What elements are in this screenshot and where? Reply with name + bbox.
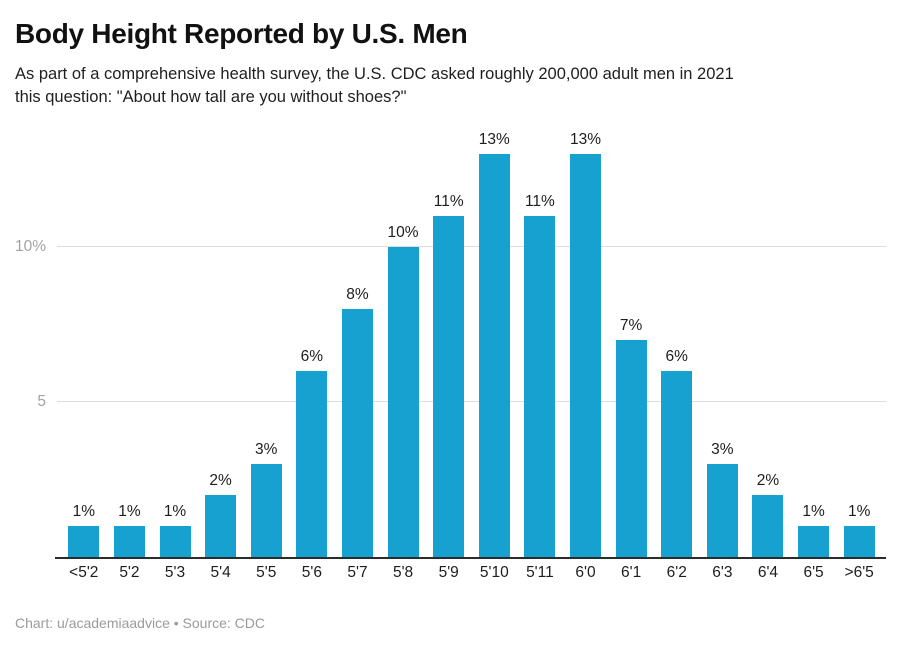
bar: [205, 495, 237, 557]
bar-value-label: 6%: [665, 348, 688, 365]
bars-row: 1% 1% 1% 2% 3% 6% 8% 10% 11% 13% 11% 13% 7% 6% 3% 2% 1% 1…: [57, 130, 886, 557]
bar-slot: 10%: [380, 130, 426, 557]
bar-value-label: 1%: [163, 503, 187, 520]
x-tick-label: 6'0: [575, 564, 596, 581]
x-tick-label: 6'4: [757, 564, 779, 581]
bar-slot: 8%: [335, 130, 381, 557]
x-tick-label: 6'3: [712, 564, 733, 581]
bar-value-label: 6%: [300, 348, 324, 365]
bar-slot: 1%: [61, 130, 107, 557]
bar: [843, 526, 875, 557]
y-tick-label: 5: [37, 392, 46, 410]
bar: [798, 526, 830, 557]
x-tick-label: 5'7: [347, 564, 368, 581]
bar: [615, 340, 647, 557]
bar-value-label: 13%: [478, 131, 510, 148]
x-tick-label: 5'9: [438, 564, 459, 581]
bar-slot: 6%: [654, 130, 700, 557]
x-tick-label: 5'6: [301, 564, 322, 581]
bar-value-label: 1%: [118, 503, 141, 520]
x-axis-line: [55, 557, 886, 559]
bar: [341, 309, 373, 557]
bar-slot: 13%: [563, 130, 609, 557]
x-tick-label: <5'2: [69, 564, 99, 581]
bar-slot: 13%: [471, 130, 517, 557]
bar: [478, 154, 510, 557]
bar-slot: 11%: [517, 130, 563, 557]
bar-value-label: 13%: [569, 131, 602, 148]
chart-subtitle: As part of a comprehensive health survey…: [15, 63, 886, 109]
bar-value-label: 11%: [524, 193, 555, 210]
bar-value-label: 2%: [209, 472, 232, 489]
plot-area: 5 10% 1% 1% 1% 2% 3% 6% 8% 10% 11% 13% 11% 13% 7% 6% 3%…: [15, 130, 886, 559]
x-tick-label: 5'3: [164, 564, 186, 581]
x-tick-label: 6'2: [666, 564, 687, 581]
chart-area: 5 10% 1% 1% 1% 2% 3% 6% 8% 10% 11% 13% 11% 13% 7% 6% 3%…: [15, 130, 886, 582]
bar: [68, 526, 100, 557]
bar-value-label: 3%: [711, 441, 734, 458]
bar-slot: 2%: [198, 130, 244, 557]
bar-slot: 7%: [608, 130, 654, 557]
gridline: 5: [37, 393, 886, 410]
bar: [706, 464, 738, 557]
bar-slot: 1%: [836, 130, 882, 557]
bar-value-label: 8%: [346, 286, 369, 303]
bar-slot: 3%: [700, 130, 746, 557]
bar-value-label: 1%: [802, 503, 825, 520]
x-tick-label: 5'2: [119, 564, 140, 581]
bar: [433, 216, 465, 557]
y-tick-label: 10%: [14, 237, 46, 255]
x-tick-label: 5'8: [392, 564, 414, 581]
chart-subtitle-line1: As part of a comprehensive health survey…: [15, 65, 734, 83]
bar: [159, 526, 191, 557]
x-tick-label: >6'5: [844, 564, 874, 581]
chart-title: Body Height Reported by U.S. Men: [15, 18, 468, 49]
bar: [387, 247, 419, 557]
bar: [752, 495, 784, 557]
x-axis-labels: <5'2 5'2 5'3 5'4 5'5 5'6 5'7 5'8 5'9 5'10 5'11 6'0 6…: [57, 557, 886, 582]
bar-slot: 1%: [107, 130, 153, 557]
bar: [570, 154, 601, 557]
bar-slot: 6%: [289, 130, 335, 557]
bar-value-label: 1%: [847, 503, 871, 520]
gridline: 10%: [15, 238, 886, 255]
x-tick-label: 5'11: [526, 564, 554, 581]
bar: [296, 371, 328, 557]
chart-subtitle-line2: this question: "About how tall are you w…: [15, 88, 407, 106]
bar-slot: 1%: [152, 130, 198, 557]
bar-slot: 2%: [745, 130, 791, 557]
bar-value-label: 7%: [619, 317, 643, 334]
bar-value-label: 3%: [255, 441, 278, 458]
bar: [661, 371, 693, 557]
bar-slot: 11%: [426, 130, 472, 557]
bar-slot: 3%: [243, 130, 289, 557]
bar: [524, 216, 556, 557]
bar-value-label: 11%: [433, 193, 464, 210]
bar: [250, 464, 282, 557]
chart-attribution: Chart: u/academiaadvice • Source: CDC: [15, 615, 266, 631]
bar-value-label: 10%: [387, 224, 419, 241]
bar-value-label: 2%: [756, 472, 780, 489]
x-tick-label: 5'4: [210, 564, 231, 581]
x-tick-label: 6'1: [621, 564, 642, 581]
x-tick-label: 5'5: [256, 564, 277, 581]
x-tick-label: 6'5: [803, 564, 824, 581]
bar-value-label: 1%: [72, 503, 95, 520]
bar-slot: 1%: [791, 130, 837, 557]
bar: [113, 526, 145, 557]
x-tick-label: 5'10: [479, 564, 509, 581]
